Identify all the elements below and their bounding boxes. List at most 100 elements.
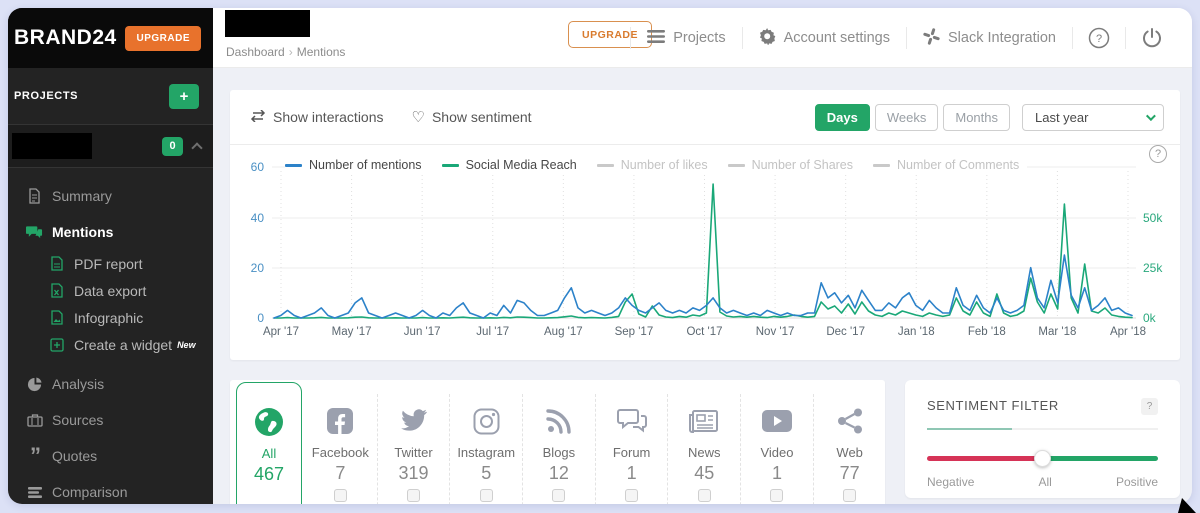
sentiment-divider <box>927 428 1158 430</box>
source-web[interactable]: Web 77 <box>812 394 886 504</box>
source-label: Twitter <box>394 445 433 460</box>
sentiment-slider[interactable] <box>927 450 1158 467</box>
source-count: 1 <box>626 463 637 483</box>
source-count: 12 <box>548 463 569 483</box>
source-checkbox[interactable] <box>770 489 784 502</box>
topbar-upgrade-button[interactable]: UPGRADE <box>568 21 653 48</box>
legend-number-of-mentions[interactable]: Number of mentions <box>285 158 422 172</box>
chart-help-button[interactable]: ? <box>1149 145 1167 163</box>
sidebar-menu: Summary Mentions PDF report Data export <box>8 168 213 504</box>
legend-dash <box>873 163 891 167</box>
chart-body: Apr '17 May '17 Jun '17 Jul '17 Aug '17 Sep '… <box>230 145 1180 359</box>
breadcrumb-separator: › <box>288 45 293 59</box>
period-select[interactable]: Last year <box>1022 103 1164 131</box>
sidebar-item-sources[interactable]: Sources <box>8 402 213 438</box>
redacted-project-name <box>12 133 92 159</box>
sidebar-item-data-export[interactable]: Data export <box>8 277 213 304</box>
sidebar-item-comparison[interactable]: Comparison <box>8 474 213 504</box>
sidebar-item-label: Infographic <box>74 309 144 326</box>
globe-icon <box>254 407 284 437</box>
legend-number-of-comments[interactable]: Number of Comments <box>873 158 1019 172</box>
slider-track-positive[interactable] <box>1042 456 1158 461</box>
source-checkbox[interactable] <box>552 489 566 502</box>
source-video[interactable]: Video 1 <box>740 394 813 504</box>
heart-icon: ♡ <box>411 109 425 126</box>
source-news[interactable]: News 45 <box>667 394 740 504</box>
svg-text:May '17: May '17 <box>332 326 372 338</box>
svg-text:Jul '17: Jul '17 <box>476 326 509 338</box>
source-count: 5 <box>481 463 492 483</box>
sidebar-item-quotes[interactable]: ” Quotes <box>8 438 213 474</box>
sidebar-item-create-widget[interactable]: Create a widget New <box>8 331 213 358</box>
sidebar-item-analysis[interactable]: Analysis <box>8 366 213 402</box>
sidebar-item-label: Quotes <box>52 448 98 464</box>
nav-projects[interactable]: Projects <box>631 29 741 47</box>
breadcrumb-current: Mentions <box>296 45 346 59</box>
svg-text:50k: 50k <box>1143 211 1163 225</box>
range-days-button[interactable]: Days <box>814 103 870 131</box>
source-label: Forum <box>612 445 651 460</box>
sidebar-item-infographic[interactable]: Infographic <box>8 304 213 331</box>
source-forum[interactable]: Forum 1 <box>594 394 668 504</box>
source-checkbox[interactable] <box>843 489 857 502</box>
legend-social-media-reach[interactable]: Social Media Reach <box>441 158 577 172</box>
label-positive: Positive <box>1115 475 1158 489</box>
show-sentiment-toggle[interactable]: ♡ Show sentiment <box>412 108 532 126</box>
sentiment-help-button[interactable]: ? <box>1141 398 1158 415</box>
logo-area: BRAND24 UPGRADE <box>8 8 213 68</box>
help-button[interactable]: ? <box>1073 27 1125 49</box>
svg-text:Feb '18: Feb '18 <box>968 326 1006 338</box>
forum-bubbles-icon <box>616 406 647 436</box>
source-label: News <box>688 445 721 460</box>
legend-dash <box>441 163 459 167</box>
source-twitter[interactable]: Twitter 319 <box>376 394 450 504</box>
nav-account-settings[interactable]: Account settings <box>743 27 906 49</box>
source-checkbox[interactable] <box>333 489 347 502</box>
source-checkbox[interactable] <box>697 489 711 502</box>
share-icon <box>837 406 863 436</box>
sidebar-item-summary[interactable]: Summary <box>8 178 213 214</box>
range-months-button[interactable]: Months <box>943 103 1010 131</box>
slider-track-negative[interactable] <box>927 456 1043 461</box>
source-blogs[interactable]: Blogs 12 <box>522 394 595 504</box>
source-checkbox[interactable] <box>407 489 421 502</box>
source-checkbox[interactable] <box>625 489 639 502</box>
source-checkbox[interactable] <box>479 489 493 502</box>
source-facebook[interactable]: Facebook 7 <box>304 394 377 504</box>
new-badge: New <box>177 339 196 350</box>
nav-slack-integration[interactable]: Slack Integration <box>907 27 1072 49</box>
briefcase-icon <box>26 412 43 429</box>
video-play-icon <box>761 406 792 436</box>
add-project-button[interactable]: + <box>169 83 199 109</box>
svg-text:Apr '18: Apr '18 <box>1110 326 1146 338</box>
stacked-bars-icon <box>26 484 43 501</box>
slider-handle[interactable] <box>1033 450 1051 467</box>
source-instagram[interactable]: Instagram 5 <box>449 394 522 504</box>
svg-text:Jun '17: Jun '17 <box>404 326 441 338</box>
source-count: 7 <box>335 463 346 483</box>
document-icon <box>26 188 43 205</box>
legend-label: Number of mentions <box>309 158 422 172</box>
project-row[interactable]: 0 <box>8 124 213 168</box>
line-chart[interactable]: Apr '17 May '17 Jun '17 Jul '17 Aug '17 Sep '… <box>230 145 1180 359</box>
chevron-up-icon[interactable] <box>191 142 203 154</box>
breadcrumb-dashboard[interactable]: Dashboard <box>226 45 285 59</box>
legend-number-of-shares[interactable]: Number of Shares <box>727 158 853 172</box>
sidebar-item-mentions[interactable]: Mentions <box>8 214 213 250</box>
range-weeks-button[interactable]: Weeks <box>874 103 939 131</box>
source-all[interactable]: All 467 <box>236 382 302 504</box>
legend-number-of-likes[interactable]: Number of likes <box>596 158 708 172</box>
sidebar-item-label: Mentions <box>52 224 114 240</box>
brand-logo: BRAND24 <box>14 26 117 49</box>
sidebar-item-label: Summary <box>52 188 112 204</box>
source-label: Instagram <box>457 445 516 460</box>
svg-text:Jan '18: Jan '18 <box>898 326 935 338</box>
facebook-icon <box>326 406 354 436</box>
logout-power-button[interactable] <box>1126 27 1178 49</box>
sidebar-upgrade-button[interactable]: UPGRADE <box>125 25 201 51</box>
sidebar-item-pdf-report[interactable]: PDF report <box>8 250 213 277</box>
sidebar-item-label: Create a widget <box>74 336 173 353</box>
sidebar-item-label: Sources <box>52 412 104 428</box>
show-interactions-toggle[interactable]: Show interactions <box>250 109 384 125</box>
sidebar-item-label: Comparison <box>52 484 128 500</box>
